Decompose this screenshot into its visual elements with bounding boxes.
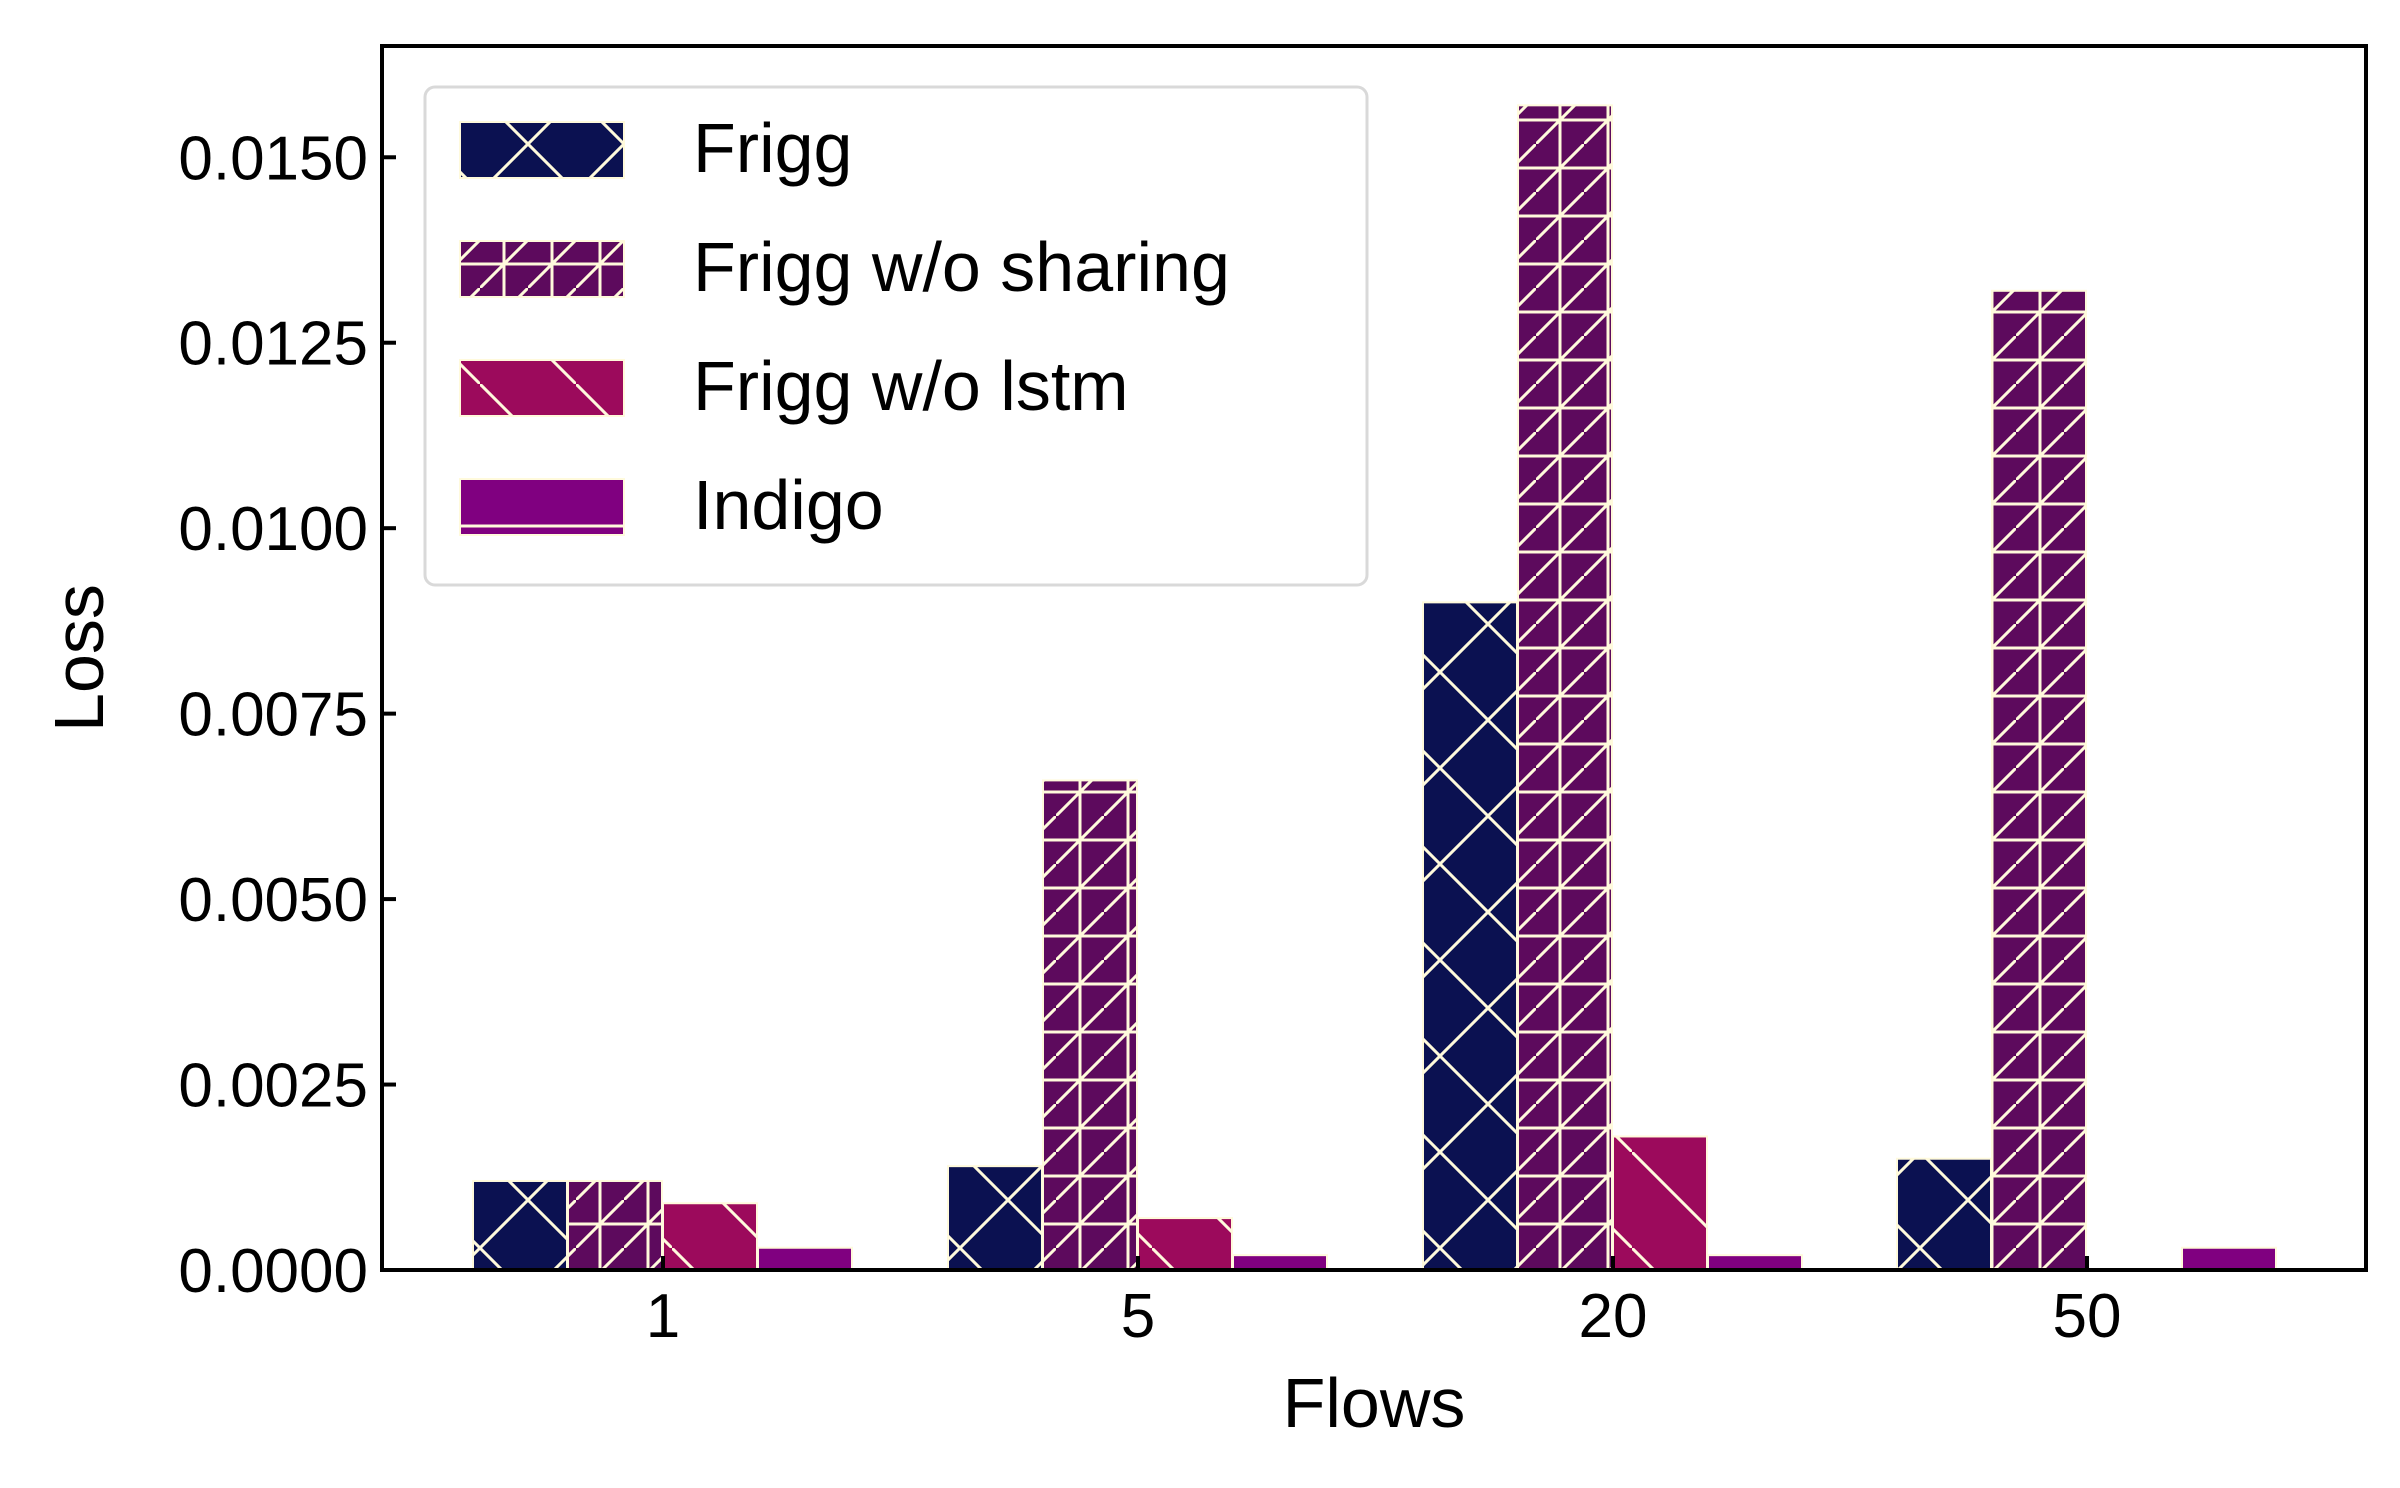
- bar-indigo-5: [1232, 1254, 1328, 1272]
- legend-frame: [423, 85, 1369, 587]
- bar-frigg-wo-lstm-5: [1137, 1217, 1233, 1272]
- bars-group: [472, 104, 2277, 1272]
- bar-indigo-20: [1707, 1254, 1803, 1272]
- y-tick-label: 0.0050: [178, 866, 368, 935]
- bar-frigg-5: [947, 1165, 1043, 1272]
- legend-swatch-frigg: [459, 121, 625, 179]
- bar-frigg-wo-lstm-1: [662, 1202, 758, 1271]
- y-tick-label: 0.0125: [178, 310, 368, 379]
- y-tick-label: 0.0150: [178, 124, 368, 193]
- legend-swatch-frigg-wo-lstm: [459, 359, 625, 417]
- y-tick-label: 0.0000: [178, 1237, 368, 1306]
- legend-swatch-frigg-wo-sharing: [459, 240, 625, 298]
- x-tick-label: 50: [2053, 1282, 2122, 1351]
- y-axis-title: Loss: [40, 584, 118, 732]
- x-tick-label: 5: [1121, 1282, 1155, 1351]
- y-axis-ticks: 0.0000 0.0025 0.0050 0.0075 0.0100 0.0125 0.01…: [178, 124, 396, 1306]
- bar-frigg-wo-sharing-50: [1991, 289, 2087, 1271]
- bar-frigg-wo-lstm-20: [1612, 1135, 1708, 1272]
- x-tick-label: 20: [1579, 1282, 1648, 1351]
- legend-swatch-indigo: [459, 478, 625, 536]
- legend: Frigg Frigg w/o sharing Frigg w/o lstm Indi…: [423, 85, 1369, 587]
- legend-label-frigg-wo-sharing: Frigg w/o sharing: [693, 228, 1230, 306]
- bar-frigg-50: [1896, 1157, 1992, 1272]
- legend-label-frigg: Frigg: [693, 109, 852, 187]
- x-axis-title: Flows: [1283, 1364, 1466, 1442]
- plot-area-frame: [380, 44, 2368, 1272]
- legend-label-indigo: Indigo: [693, 466, 884, 544]
- bar-frigg-wo-sharing-1: [567, 1179, 663, 1271]
- x-axis-ticks: 1 5 20 50: [646, 1256, 2122, 1351]
- bar-frigg-wo-sharing-20: [1517, 104, 1613, 1271]
- bar-frigg-wo-sharing-5: [1042, 779, 1138, 1272]
- bar-indigo-50: [2181, 1246, 2277, 1272]
- x-tick-label: 1: [646, 1282, 680, 1351]
- y-tick-label: 0.0100: [178, 495, 368, 564]
- legend-label-frigg-wo-lstm: Frigg w/o lstm: [693, 347, 1129, 425]
- y-tick-label: 0.0025: [178, 1052, 368, 1121]
- bar-frigg-20: [1422, 601, 1518, 1271]
- bar-indigo-1: [757, 1246, 853, 1272]
- bar-frigg-1: [472, 1179, 568, 1271]
- y-tick-label: 0.0075: [178, 681, 368, 750]
